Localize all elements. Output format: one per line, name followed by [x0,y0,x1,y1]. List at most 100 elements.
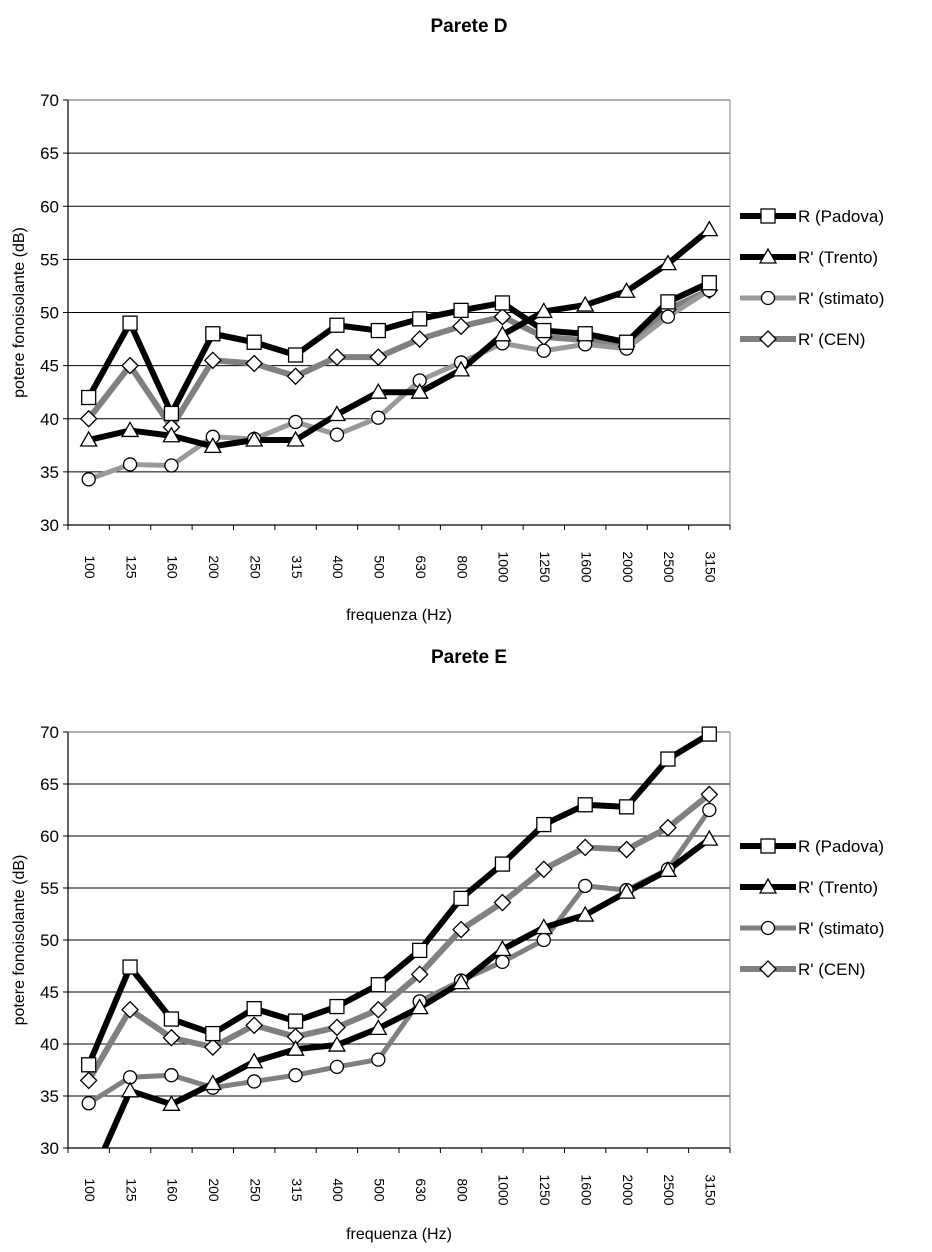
data-point [536,932,551,948]
data-point [410,382,429,399]
x-tick-label: 200 [206,555,222,579]
data-point [451,360,471,377]
y-tick-label: 65 [40,144,59,163]
data-point [122,315,138,331]
data-point [203,437,222,454]
y-tick-label: 55 [40,250,59,269]
data-point [700,785,719,804]
data-point [247,1074,262,1089]
data-point [328,348,346,367]
y-tick-label: 70 [40,91,59,110]
data-point [412,942,428,959]
x-tick-label: 160 [165,555,181,579]
legend-item: R (Padova) [740,837,884,856]
x-tick-label: 125 [123,555,139,579]
x-tick-label: 630 [413,1178,429,1202]
data-point [81,1096,96,1111]
data-point [536,816,552,833]
x-tick-label: 1000 [496,1174,512,1205]
x-tick-label: 2000 [620,551,636,582]
x-tick-label: 1250 [537,551,553,582]
data-point [534,860,553,879]
x-tick-label: 500 [372,1178,388,1202]
x-tick-label: 800 [454,1178,470,1202]
data-point [245,1052,264,1069]
legend-label: R (Padova) [798,207,884,226]
data-point [205,1025,221,1042]
data-point [700,829,719,846]
legend-marker [760,290,776,306]
y-tick-label: 30 [40,516,59,535]
series-line [85,226,713,450]
data-point [410,998,429,1015]
data-point [410,965,429,984]
series-line [85,287,713,431]
data-point [658,254,678,271]
y-tick-label: 60 [40,827,59,846]
y-axis-title: potere fonoisolante (dB) [11,855,28,1026]
chart-title: Parete E [431,647,507,668]
x-tick-label: 400 [330,1178,346,1202]
legend-marker [758,877,778,894]
data-point [370,322,386,339]
data-point [286,430,305,447]
data-point [370,977,386,993]
data-point [288,1068,303,1083]
data-point [617,882,636,899]
x-tick-label: 200 [206,1178,222,1202]
data-point [660,294,676,310]
data-point [121,356,139,375]
data-point [203,1074,222,1091]
data-point [81,389,97,406]
x-tick-label: 100 [82,1178,98,1202]
data-point [412,311,428,327]
legend-marker [760,838,776,854]
data-point [576,838,595,857]
data-point [81,472,96,487]
data-point [286,1039,305,1056]
data-point [493,325,512,342]
data-point [659,818,677,837]
data-point [534,918,553,935]
data-point [163,405,180,422]
x-tick-label: 1000 [496,551,512,582]
legend-label: R (Padova) [798,837,884,856]
data-point [618,334,635,350]
data-point [163,1011,180,1027]
legend-item: R' (stimato) [740,919,884,938]
data-point [203,351,222,370]
legend-item: R' (CEN) [740,960,865,979]
data-point [617,281,636,298]
legend-marker [759,330,777,348]
series-line [85,279,713,417]
data-point [451,973,471,990]
data-point [494,856,511,872]
x-tick-label: 2500 [661,551,677,582]
data-point [534,302,553,319]
data-point [328,1018,346,1037]
x-tick-label: 500 [372,555,388,579]
data-point [288,414,303,430]
data-point [246,1000,262,1017]
x-tick-label: 1600 [578,551,594,582]
y-tick-label: 45 [40,983,59,1002]
data-point [121,1000,139,1019]
data-point [286,367,305,386]
series-line [101,836,713,1148]
data-point [617,840,636,859]
y-tick-label: 70 [40,723,59,742]
x-axis-title: frequenza (Hz) [346,1226,452,1243]
data-point [453,890,469,907]
x-tick-label: 3150 [703,551,719,582]
data-point [577,797,593,813]
data-point [493,940,512,957]
legend-item: R' (Trento) [740,247,878,267]
series-line [86,287,712,482]
data-point [371,410,386,425]
y-tick-label: 35 [40,463,59,482]
data-point [79,409,98,428]
data-point [453,302,469,319]
legend-marker [760,208,776,224]
data-point [205,326,221,342]
data-point [658,861,678,877]
